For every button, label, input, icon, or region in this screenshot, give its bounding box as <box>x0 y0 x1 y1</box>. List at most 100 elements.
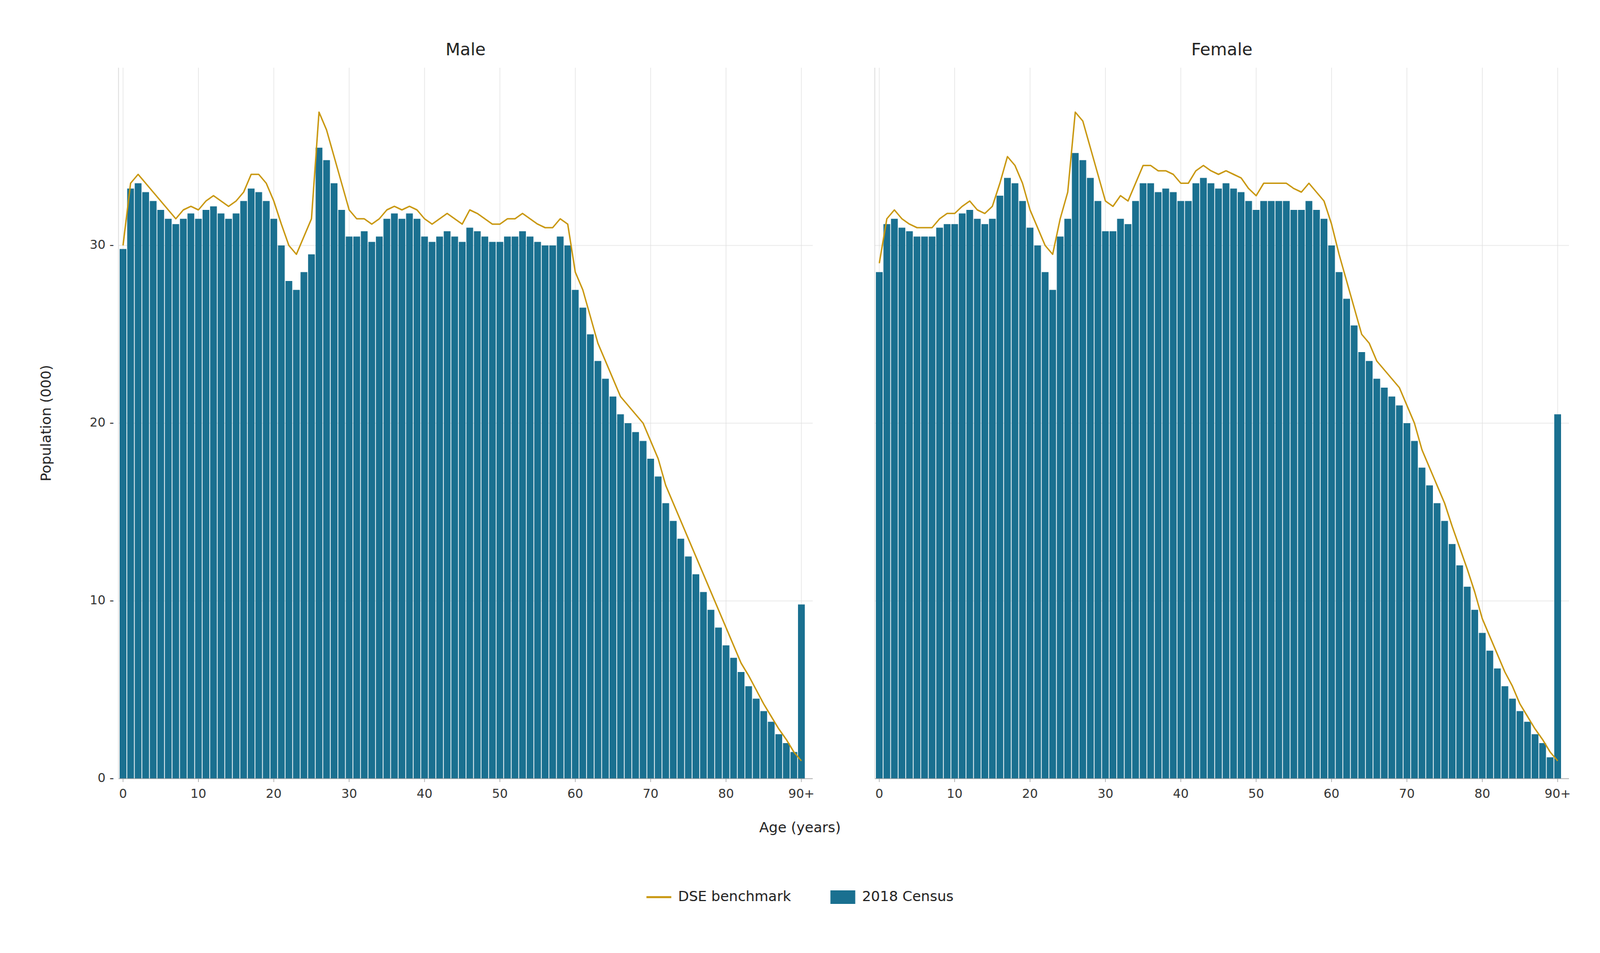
bar <box>481 236 489 779</box>
bar <box>360 231 368 779</box>
bar <box>936 228 944 780</box>
bar <box>1381 387 1388 779</box>
bar <box>1350 325 1358 779</box>
bar <box>1403 423 1411 779</box>
bar <box>685 556 692 779</box>
bar <box>277 245 285 779</box>
bar <box>526 236 534 779</box>
bar <box>1139 183 1147 779</box>
grid <box>118 67 813 779</box>
bar <box>1282 200 1290 779</box>
x-tick-label: 70 <box>642 786 659 801</box>
bar <box>707 610 715 779</box>
bar <box>883 224 891 779</box>
bar <box>466 228 473 780</box>
y-tick-label: 0 - <box>97 770 115 786</box>
x-tick <box>273 778 275 783</box>
x-tick <box>1255 778 1257 783</box>
bar <box>1011 183 1019 779</box>
x-tick <box>1482 778 1483 783</box>
bar <box>737 672 745 779</box>
marks <box>875 112 1562 779</box>
x-tick-label: 40 <box>1172 786 1189 801</box>
line <box>123 112 802 762</box>
bar <box>209 206 217 779</box>
bar <box>375 236 383 779</box>
figure: 0102030405060708090+0 -10 -20 -30 -MaleP… <box>0 0 1600 953</box>
bar <box>292 290 300 779</box>
bar <box>921 236 928 779</box>
bar <box>715 627 722 779</box>
x-tick <box>650 778 651 783</box>
bar <box>571 290 579 779</box>
bar <box>602 378 609 779</box>
bar <box>323 160 331 779</box>
x-tick-label: 50 <box>1248 786 1265 801</box>
bar <box>1493 668 1501 779</box>
y-tick-label: 10 - <box>89 593 115 608</box>
bar <box>988 218 996 779</box>
bar <box>1554 414 1562 779</box>
grid-line-y <box>118 778 813 780</box>
bar <box>1124 224 1132 779</box>
bar <box>1531 734 1539 779</box>
bar <box>398 218 406 779</box>
legend: DSE benchmark2018 Census <box>646 888 954 905</box>
bar <box>383 218 390 779</box>
bar <box>1132 200 1139 779</box>
bar <box>458 242 466 779</box>
x-tick <box>954 778 955 783</box>
bar <box>149 200 157 779</box>
bar <box>1418 467 1426 779</box>
bar <box>1320 218 1328 779</box>
bar <box>300 272 308 779</box>
legend-swatch <box>646 896 672 899</box>
bar <box>1410 441 1418 780</box>
bar <box>1396 405 1404 780</box>
bar <box>669 520 677 779</box>
bar <box>624 423 632 779</box>
bar <box>1199 177 1207 779</box>
bar <box>760 711 767 779</box>
bar <box>1433 503 1441 779</box>
bar <box>1162 188 1169 779</box>
bar <box>798 604 805 779</box>
bar <box>594 361 602 779</box>
x-tick-label: 10 <box>190 786 207 801</box>
bar <box>1426 485 1433 779</box>
panel: 0102030405060708090+0 -10 -20 -30 -MaleP… <box>37 39 815 801</box>
bar <box>1260 200 1268 779</box>
bar <box>1267 200 1275 779</box>
bar <box>557 236 564 779</box>
bar <box>285 281 293 779</box>
bar <box>1539 743 1546 779</box>
bar <box>1230 188 1238 779</box>
bar <box>1041 272 1049 779</box>
x-tick-label: 20 <box>265 786 282 801</box>
x-axis-line <box>874 778 1569 780</box>
bar <box>345 236 353 779</box>
bar <box>640 441 647 780</box>
y-axis-line <box>118 67 120 779</box>
bar <box>202 209 210 779</box>
bars <box>119 147 805 779</box>
x-tick <box>800 778 802 783</box>
x-tick-label: 20 <box>1022 786 1038 801</box>
bar <box>1086 177 1094 779</box>
bar <box>891 218 898 779</box>
x-tick <box>348 778 350 783</box>
grid <box>874 67 1569 779</box>
legend-label: DSE benchmark <box>677 888 791 905</box>
bar <box>1546 757 1554 779</box>
bar <box>1237 192 1245 780</box>
x-tick <box>499 778 501 783</box>
x-tick-label: 0 <box>875 786 884 801</box>
bar <box>195 218 203 779</box>
line <box>879 112 1558 762</box>
bar <box>262 200 270 779</box>
x-tick <box>725 778 727 783</box>
bar <box>330 183 338 779</box>
y-tick-label: 20 - <box>89 415 115 430</box>
bar <box>474 231 481 779</box>
bar <box>1049 290 1056 779</box>
